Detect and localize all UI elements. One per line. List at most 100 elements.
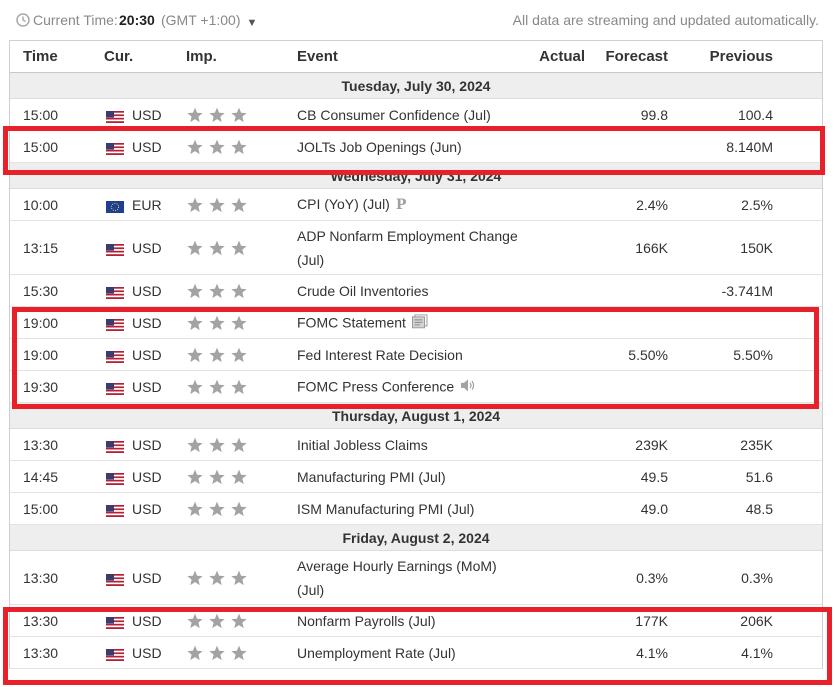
table-row[interactable]: 13:30 USD Initial Jobless Claims 239K 235K [10,429,822,461]
star-icon [230,613,248,629]
table-row[interactable]: 10:00 EUR CPI (YoY) (Jul) P 2.4% 2.5% [10,189,822,221]
day-header: Wednesday, July 31, 2024 [10,163,822,189]
previous-value: 206K [740,612,773,629]
currency-code: USD [132,282,162,299]
currency-code: EUR [132,196,162,213]
event-adp-nonfarm-employment-change-jul[interactable]: ADP Nonfarm Employment Change (Jul) [297,224,527,272]
event-name[interactable]: JOLTs Job Openings (Jun) [297,138,462,155]
currency-code: USD [132,436,162,453]
star-icon [208,570,226,586]
header-importance[interactable]: Imp. [186,48,217,65]
event-time: 10:00 [23,196,59,213]
us-flag-icon [106,648,124,661]
event-initial-jobless-claims[interactable]: Initial Jobless Claims [297,433,527,457]
header-currency[interactable]: Cur. [104,48,134,65]
forecast-value: 49.5 [640,468,668,485]
event-time: 15:00 [23,106,59,123]
header-event[interactable]: Event [297,48,338,65]
currency-code: USD [132,346,162,363]
importance-stars [186,107,248,123]
table-row[interactable]: 19:00 USD Fed Interest Rate Decision 5.50% 5… [10,339,822,371]
event-average-hourly-earnings-mom-jul[interactable]: Average Hourly Earnings (MoM) (Jul) [297,554,527,602]
star-icon [186,501,204,517]
event-name[interactable]: FOMC Statement [297,313,406,330]
star-icon [230,283,248,299]
table-row[interactable]: 14:45 USD Manufacturing PMI (Jul) 49.5 51.6 [10,461,822,493]
current-time-value: 20:30 [119,12,155,28]
star-icon [186,139,204,155]
currency-code: USD [132,239,162,256]
header-time[interactable]: Time [23,48,58,65]
event-name[interactable]: Average Hourly Earnings (MoM) (Jul) [297,557,497,598]
importance-stars [186,570,248,586]
table-row[interactable]: 13:30 USD Unemployment Rate (Jul) 4.1% 4.1% [10,637,822,669]
us-flag-icon [106,504,124,517]
table-row[interactable]: 13:30 USD Average Hourly Earnings (MoM) (J… [10,551,822,605]
forecast-value: 99.8 [640,106,668,123]
timezone-selector[interactable]: (GMT +1:00) ▼ [161,12,257,29]
forecast-value: 4.1% [636,644,668,661]
event-name[interactable]: Nonfarm Payrolls (Jul) [297,612,436,629]
table-body: Tuesday, July 30, 2024 15:00 USD CB Consume… [10,73,822,669]
table-row[interactable]: 13:15 USD ADP Nonfarm Employment Change (J… [10,221,822,275]
event-ism-manufacturing-pmi-jul[interactable]: ISM Manufacturing PMI (Jul) [297,497,527,521]
day-header: Tuesday, July 30, 2024 [10,73,822,99]
table-row[interactable]: 15:30 USD Crude Oil Inventories -3.741M [10,275,822,307]
event-name[interactable]: CPI (YoY) (Jul) [297,195,390,212]
star-icon [186,107,204,123]
table-row[interactable]: 19:00 USD FOMC Statement [10,307,822,339]
event-fomc-press-conference[interactable]: FOMC Press Conference [297,374,527,399]
table-row[interactable]: 19:30 USD FOMC Press Conference [10,371,822,403]
previous-value: 48.5 [745,500,773,517]
star-icon [186,469,204,485]
event-nonfarm-payrolls-jul[interactable]: Nonfarm Payrolls (Jul) [297,609,527,633]
previous-value: 4.1% [741,644,773,661]
event-manufacturing-pmi-jul[interactable]: Manufacturing PMI (Jul) [297,465,527,489]
previous-value: 0.3% [741,569,773,586]
currency-code: USD [132,468,162,485]
event-name[interactable]: ISM Manufacturing PMI (Jul) [297,500,475,517]
table-row[interactable]: 15:00 USD CB Consumer Confidence (Jul) 99.8… [10,99,822,131]
event-name[interactable]: FOMC Press Conference [297,377,455,394]
previous-value: 100.4 [737,106,773,123]
importance-stars [186,139,248,155]
event-cb-consumer-confidence-jul[interactable]: CB Consumer Confidence (Jul) [297,103,527,127]
header-forecast[interactable]: Forecast [605,48,668,65]
star-icon [208,379,226,395]
forecast-value: 0.3% [636,569,668,586]
event-fomc-statement[interactable]: FOMC Statement [297,310,527,335]
event-name[interactable]: Initial Jobless Claims [297,436,428,453]
star-icon [208,347,226,363]
header-previous[interactable]: Previous [709,48,773,65]
star-icon [186,347,204,363]
event-name[interactable]: CB Consumer Confidence (Jul) [297,106,491,123]
event-crude-oil-inventories[interactable]: Crude Oil Inventories [297,279,527,303]
importance-stars [186,379,248,395]
event-name[interactable]: ADP Nonfarm Employment Change (Jul) [297,227,518,268]
importance-stars [186,347,248,363]
previous-value: 235K [740,436,773,453]
star-icon [230,469,248,485]
event-time: 13:30 [23,436,59,453]
event-name[interactable]: Unemployment Rate (Jul) [297,644,456,661]
event-name[interactable]: Crude Oil Inventories [297,282,429,299]
header-actual[interactable]: Actual [539,48,585,65]
event-name[interactable]: Fed Interest Rate Decision [297,346,463,363]
event-jolts-job-openings-jun[interactable]: JOLTs Job Openings (Jun) [297,135,527,159]
event-fed-interest-rate-decision[interactable]: Fed Interest Rate Decision [297,343,527,367]
previous-value: 5.50% [733,346,773,363]
event-time: 15:30 [23,282,59,299]
table-row[interactable]: 13:30 USD Nonfarm Payrolls (Jul) 177K 206K [10,605,822,637]
event-unemployment-rate-jul[interactable]: Unemployment Rate (Jul) [297,641,527,665]
forecast-value: 5.50% [628,346,668,363]
table-row[interactable]: 15:00 USD JOLTs Job Openings (Jun) 8.140M [10,131,822,163]
star-icon [230,379,248,395]
forecast-value: 166K [635,239,668,256]
star-icon [230,107,248,123]
event-cpi-yoy-jul[interactable]: CPI (YoY) (Jul) P [297,192,527,218]
currency-code: USD [132,378,162,395]
us-flag-icon [106,573,124,586]
star-icon [208,107,226,123]
table-row[interactable]: 15:00 USD ISM Manufacturing PMI (Jul) 49.0 4… [10,493,822,525]
event-name[interactable]: Manufacturing PMI (Jul) [297,468,446,485]
